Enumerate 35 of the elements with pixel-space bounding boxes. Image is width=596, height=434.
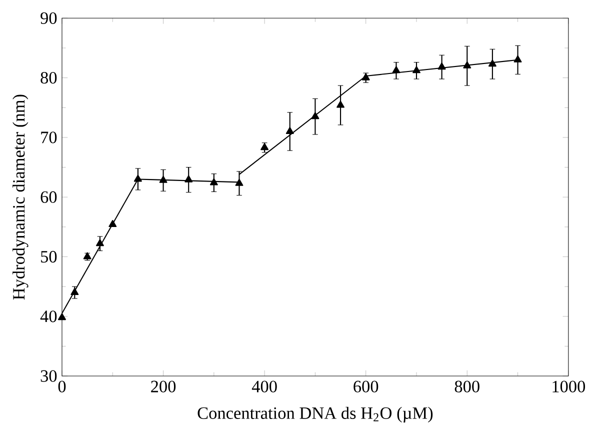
y-tick-label: 60 (40, 191, 57, 203)
x-axis-title: Concentration DNA ds H$_{2}$O (µM) (198, 406, 433, 423)
point (184, 175, 193, 182)
point (438, 62, 446, 70)
point (286, 127, 294, 134)
point (96, 239, 104, 246)
y-tick-label: 40 (40, 310, 57, 322)
x-tick-label: 200 (151, 380, 176, 392)
point (108, 220, 117, 228)
point (210, 178, 218, 186)
x-tick-label: 1000 (552, 380, 586, 392)
point (134, 174, 142, 182)
point (311, 112, 320, 120)
point (488, 60, 496, 67)
y-tick-label: 80 (40, 72, 57, 84)
y-tick-label: 50 (41, 250, 57, 263)
point (514, 55, 522, 62)
point (70, 288, 79, 296)
point (412, 66, 420, 74)
point (336, 100, 345, 108)
point (362, 73, 370, 80)
y-tick-label: 90 (40, 12, 57, 24)
point (58, 313, 66, 320)
y-axis-title: Hydrodynamic diameter (nm) (12, 94, 28, 300)
point (159, 176, 168, 183)
x-tick-label: 0 (58, 380, 66, 392)
x-tick-label: 800 (454, 380, 480, 392)
y-tick-label: 30 (40, 370, 57, 382)
point (463, 61, 472, 68)
point (392, 66, 400, 74)
point (260, 143, 269, 150)
x-tick-label: 600 (354, 380, 378, 392)
point (235, 178, 244, 186)
y-tick-label: 70 (41, 132, 57, 144)
x-tick-label: 400 (252, 380, 277, 392)
